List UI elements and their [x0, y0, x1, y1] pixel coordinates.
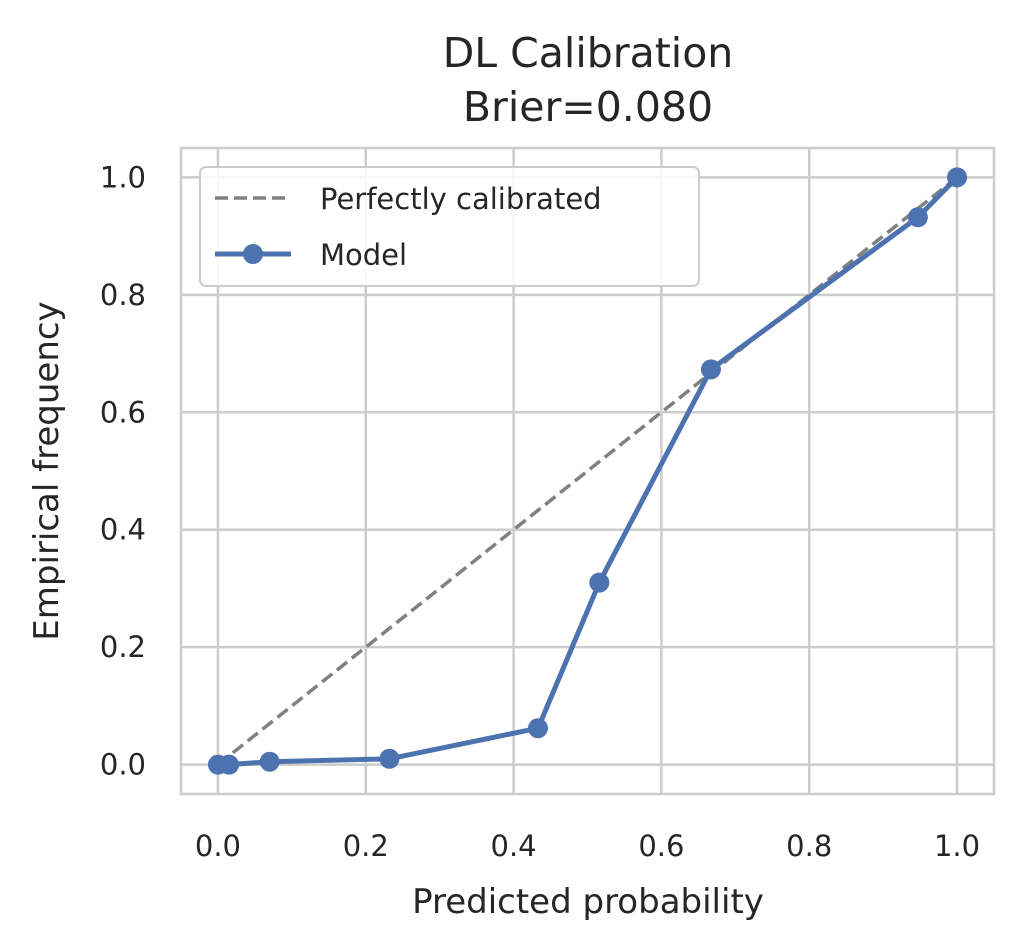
legend-label-model: Model: [320, 238, 407, 272]
chart-title: DL Calibration: [443, 29, 734, 77]
x-tick-label: 0.4: [491, 829, 537, 863]
y-tick-label: 0.6: [100, 395, 146, 429]
model-point: [219, 754, 240, 775]
x-axis-label: Predicted probability: [412, 882, 764, 922]
legend-label-perfectly-calibrated: Perfectly calibrated: [320, 182, 602, 216]
series-layer: [207, 167, 968, 775]
model-point: [700, 359, 721, 380]
chart-subtitle: Brier=0.080: [463, 83, 713, 131]
x-tick-label: 0.0: [195, 829, 241, 863]
y-tick-label: 1.0: [100, 160, 146, 194]
model-point: [527, 718, 548, 739]
y-tick-label: 0.2: [100, 630, 146, 664]
y-axis-label: Empirical frequency: [27, 301, 67, 640]
legend: Perfectly calibrated Model: [199, 166, 700, 287]
y-tick-label: 0.0: [100, 748, 146, 782]
y-tick-label: 0.8: [100, 278, 146, 312]
x-tick-label: 1.0: [934, 829, 980, 863]
x-tick-label: 0.8: [786, 829, 832, 863]
model-point: [259, 751, 280, 772]
legend-model-marker-swatch: [243, 244, 263, 264]
y-tick-label: 0.4: [100, 513, 146, 547]
model-point: [947, 167, 968, 188]
plot-frame: [179, 146, 996, 796]
model-point: [379, 748, 400, 769]
legend-box: [199, 166, 700, 287]
x-tick-label: 0.6: [638, 829, 684, 863]
model-point: [907, 207, 928, 228]
tick-labels: 0.0 0.2 0.4 0.6 0.8 1.0 0.0 0.2 0.4 0.6 0.8 1.0: [100, 160, 980, 863]
x-tick-label: 0.2: [343, 829, 389, 863]
model-point: [589, 572, 610, 593]
perfectly-calibrated-line: [216, 175, 959, 767]
